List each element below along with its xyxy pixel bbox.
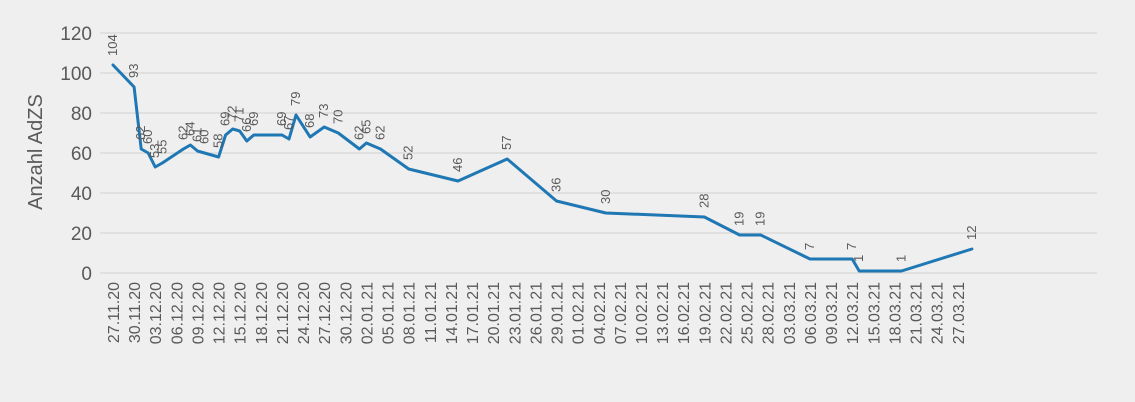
data-label: 55 bbox=[154, 140, 169, 154]
data-label: 1 bbox=[894, 255, 909, 262]
data-label: 79 bbox=[288, 92, 303, 106]
x-tick-label: 25.02.21 bbox=[740, 282, 757, 344]
data-label: 62 bbox=[175, 126, 190, 140]
x-tick-label: 09.03.21 bbox=[824, 282, 841, 344]
y-tick-label: 40 bbox=[71, 184, 92, 205]
x-tick-label: 13.02.21 bbox=[655, 282, 672, 344]
x-tick-label: 26.01.21 bbox=[528, 282, 545, 344]
series-line-layer bbox=[111, 63, 974, 273]
x-tick-label: 06.12.20 bbox=[169, 282, 186, 344]
data-label: 65 bbox=[358, 120, 373, 134]
x-tick-label: 05.01.21 bbox=[381, 282, 398, 344]
y-tick-label: 20 bbox=[71, 224, 92, 245]
x-tick-label: 15.03.21 bbox=[866, 282, 883, 344]
x-tick-label: 12.12.20 bbox=[212, 282, 229, 344]
x-tick-label: 16.02.21 bbox=[676, 282, 693, 344]
x-tick-label: 10.02.21 bbox=[634, 282, 651, 344]
x-tick-label: 14.01.21 bbox=[444, 282, 461, 344]
x-tick-label: 30.11.20 bbox=[127, 282, 144, 343]
y-tick-label: 0 bbox=[81, 264, 92, 285]
data-label: 61 bbox=[190, 128, 205, 142]
x-tick-label: 04.02.21 bbox=[592, 282, 609, 344]
x-tick-label: 28.02.21 bbox=[761, 282, 778, 344]
x-tick-label: 08.01.21 bbox=[402, 282, 419, 344]
data-label: 70 bbox=[330, 110, 345, 124]
data-label: 58 bbox=[211, 134, 226, 148]
x-tick-label: 27.03.21 bbox=[951, 282, 968, 344]
data-label: 68 bbox=[302, 114, 317, 128]
y-tick-label: 60 bbox=[71, 144, 92, 165]
data-label: 60 bbox=[197, 130, 212, 144]
x-tick-label: 11.01.21 bbox=[423, 282, 440, 343]
data-label: 104 bbox=[105, 34, 120, 56]
x-tick-label: 15.12.20 bbox=[233, 282, 250, 344]
data-label: 28 bbox=[696, 194, 711, 208]
data-label: 66 bbox=[239, 118, 254, 132]
data-label: 60 bbox=[140, 130, 155, 144]
data-label: 71 bbox=[232, 108, 247, 122]
x-tick-label: 19.02.21 bbox=[697, 282, 714, 344]
x-tick-label: 24.03.21 bbox=[930, 282, 947, 344]
data-label: 7 bbox=[802, 243, 817, 250]
x-tick-label: 12.03.21 bbox=[845, 282, 862, 344]
x-axis-ticks: 27.11.20 30.11.20 03.12.20 06.12.20 09.12.20… bbox=[106, 282, 968, 344]
y-tick-label: 120 bbox=[60, 24, 92, 45]
x-tick-label: 21.03.21 bbox=[909, 282, 926, 344]
data-label: 64 bbox=[182, 122, 197, 136]
x-tick-label: 20.01.21 bbox=[486, 282, 503, 344]
data-label: 19 bbox=[732, 212, 747, 226]
x-tick-label: 24.12.20 bbox=[296, 282, 313, 344]
x-tick-label: 07.02.21 bbox=[613, 282, 630, 344]
data-label: 69 bbox=[246, 112, 261, 126]
x-tick-label: 06.03.21 bbox=[803, 282, 820, 344]
data-label: 7 bbox=[844, 243, 859, 250]
x-tick-label: 27.12.20 bbox=[317, 282, 334, 344]
x-tick-label: 18.03.21 bbox=[887, 282, 904, 344]
data-label: 62 bbox=[351, 126, 366, 140]
x-tick-label: 22.02.21 bbox=[719, 282, 736, 344]
data-label: 93 bbox=[126, 64, 141, 78]
x-tick-label: 02.01.21 bbox=[359, 282, 376, 344]
data-label: 36 bbox=[549, 178, 564, 192]
data-label: 52 bbox=[401, 146, 416, 160]
x-tick-label: 21.12.20 bbox=[275, 282, 292, 344]
y-tick-label: 100 bbox=[60, 64, 92, 85]
data-label: 19 bbox=[753, 212, 768, 226]
data-label: 62 bbox=[373, 126, 388, 140]
data-label: 1 bbox=[851, 255, 866, 262]
data-label: 69 bbox=[218, 112, 233, 126]
x-tick-label: 27.11.20 bbox=[106, 282, 123, 343]
data-label: 62 bbox=[133, 126, 148, 140]
x-tick-label: 23.01.21 bbox=[507, 282, 524, 344]
data-label: 53 bbox=[147, 144, 162, 158]
y-axis-ticks: 0 20 40 60 80 100 120 bbox=[60, 24, 92, 285]
series-line bbox=[111, 63, 974, 273]
x-tick-label: 03.12.20 bbox=[148, 282, 165, 344]
data-label: 72 bbox=[225, 106, 240, 120]
data-label: 73 bbox=[316, 104, 331, 118]
x-tick-label: 29.01.21 bbox=[550, 282, 567, 344]
data-label: 67 bbox=[281, 116, 296, 130]
x-tick-label: 17.01.21 bbox=[465, 282, 482, 344]
data-label: 46 bbox=[450, 158, 465, 172]
data-label: 69 bbox=[274, 112, 289, 126]
y-axis-label: Anzahl AdZS bbox=[25, 94, 47, 210]
grid-layer bbox=[100, 32, 1097, 274]
data-label: 12 bbox=[964, 226, 979, 240]
x-tick-label: 30.12.20 bbox=[338, 282, 355, 344]
x-tick-label: 18.12.20 bbox=[254, 282, 271, 344]
x-tick-label: 09.12.20 bbox=[191, 282, 208, 344]
x-tick-label: 01.02.21 bbox=[571, 282, 588, 344]
y-tick-label: 80 bbox=[71, 104, 92, 125]
x-tick-label: 03.03.21 bbox=[782, 282, 799, 344]
data-label: 30 bbox=[598, 190, 613, 204]
data-label: 57 bbox=[499, 136, 514, 150]
